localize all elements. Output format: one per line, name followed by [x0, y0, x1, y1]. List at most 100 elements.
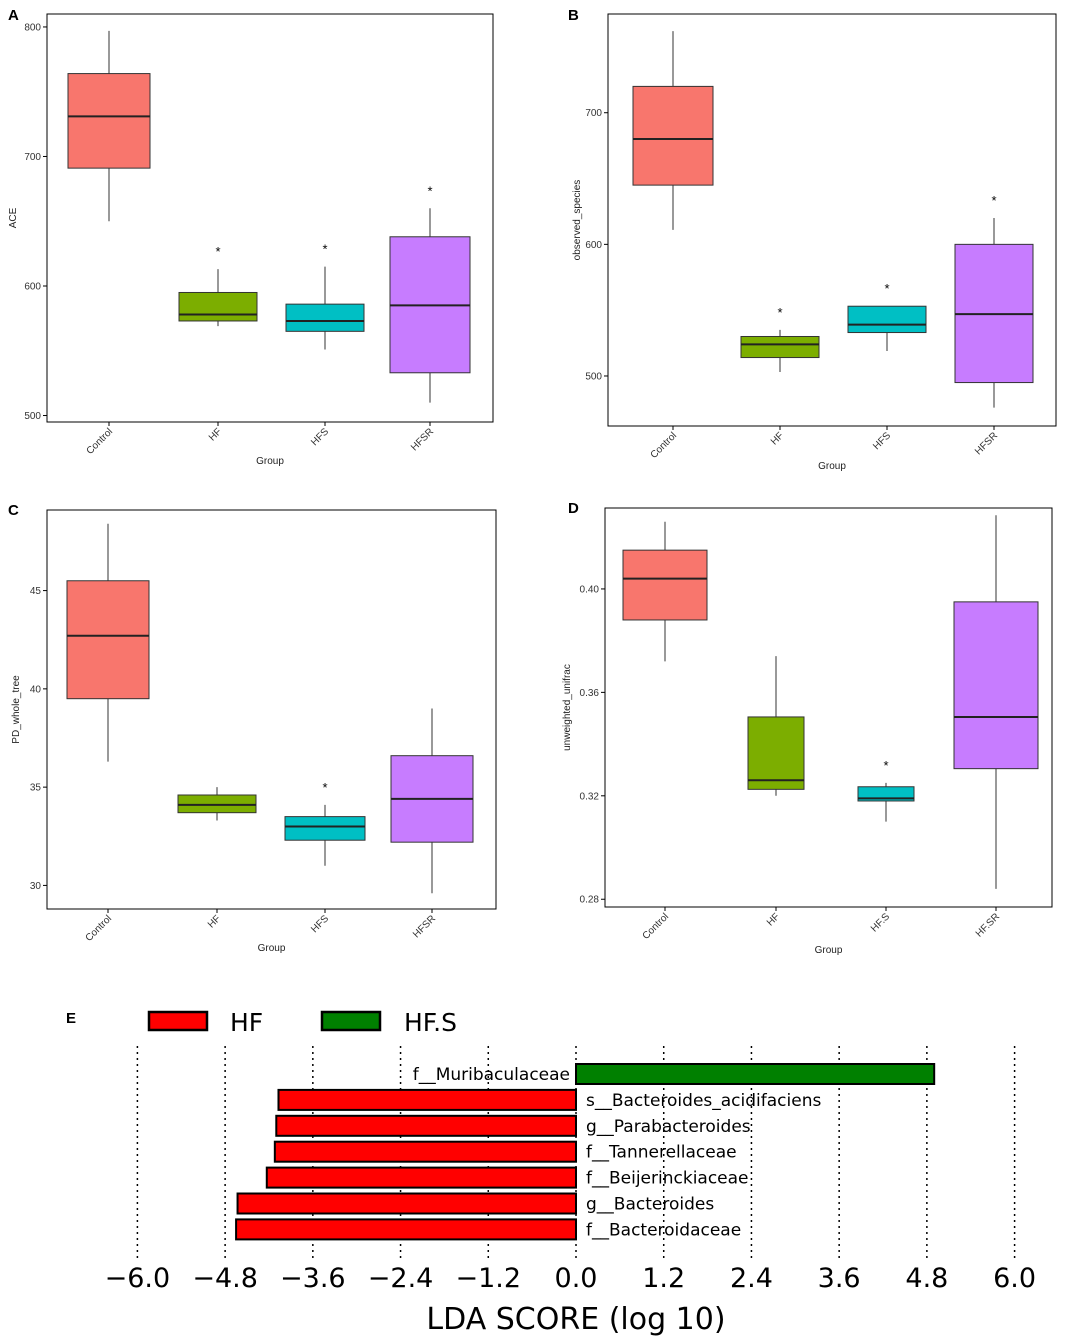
y-axis-title: ACE [8, 207, 19, 228]
box-control [622, 521, 708, 662]
y-tick-label: 800 [24, 22, 41, 33]
y-tick-label: 0.40 [580, 584, 600, 595]
box-hf [747, 656, 805, 796]
box-hf: * [740, 305, 820, 373]
box-hfsr: * [954, 193, 1034, 408]
significance-star: * [427, 183, 432, 198]
x-tick-label: HFSR [973, 430, 1000, 457]
lda-bar [275, 1114, 577, 1137]
lda-bar-label: f__Muribaculaceae [413, 1065, 570, 1085]
x-tick-label: HFS [309, 913, 331, 935]
x-tick-label: −2.4 [368, 1263, 434, 1294]
significance-star: * [322, 780, 327, 795]
boxplot-panel-b: B 500 600 700 observed_species Control HF HFS HF… [568, 7, 1057, 472]
y-tick-label: 700 [585, 108, 602, 119]
x-tick-label: −1.2 [455, 1263, 521, 1294]
x-tick-label: Control [85, 426, 116, 457]
x-axis-title: LDA SCORE (log 10) [426, 1302, 725, 1337]
x-tick-label: HF [769, 430, 786, 447]
x-tick-label: Control [649, 430, 680, 461]
y-tick-label: 0.28 [580, 895, 600, 906]
plot-frame [46, 13, 494, 423]
lda-bar [265, 1166, 577, 1189]
x-tick-label: 6.0 [993, 1263, 1036, 1294]
y-tick-label: 45 [30, 586, 42, 597]
box-iqr [622, 549, 708, 621]
y-tick-label: 500 [585, 371, 602, 382]
lda-panel: E HF HF.S f__Muribaculaceae s__Bacteroides_a… [66, 1008, 1036, 1337]
box-hfs: * [284, 780, 366, 866]
x-tick-label: HF.S [869, 911, 892, 934]
lda-bar-label: g__Bacteroides [586, 1195, 714, 1215]
x-axis-title: Group [815, 945, 843, 956]
x-tick-label: 1.2 [642, 1263, 685, 1294]
panel-letter: A [8, 7, 19, 24]
y-tick-label: 600 [24, 282, 41, 293]
y-tick-label: 0.36 [580, 688, 600, 699]
legend-swatch-hfs [320, 1010, 382, 1032]
y-tick-label: 600 [585, 240, 602, 251]
significance-star: * [322, 242, 327, 257]
significance-star: * [883, 758, 888, 773]
box-hfsr [390, 708, 474, 894]
legend-swatch-hf [147, 1010, 209, 1032]
box-iqr [747, 716, 805, 790]
x-tick-label: −4.8 [192, 1263, 258, 1294]
x-tick-label: 4.8 [905, 1263, 948, 1294]
y-axis-title: unweighted_unifrac [562, 664, 573, 751]
significance-star: * [991, 193, 996, 208]
box-hfsr: * [389, 183, 471, 403]
lda-bar-label: f__Beijerinckiaceae [586, 1169, 749, 1189]
panel-letter: C [8, 502, 19, 519]
lda-bar-label: f__Bacteroidaceae [586, 1220, 741, 1240]
box-hfsr [953, 515, 1039, 889]
x-tick-label: HF [207, 426, 224, 443]
lda-bar-label: s__Bacteroides_acidifaciens [586, 1091, 821, 1111]
boxplot-panel-d: D 0.28 0.32 0.36 0.40 unweighted_unifrac Contr… [562, 500, 1053, 956]
y-tick-label: 35 [30, 783, 42, 794]
lda-bar [235, 1218, 578, 1241]
box-hf [177, 787, 257, 821]
box-iqr [178, 291, 258, 322]
legend-label: HF [230, 1008, 263, 1037]
box-iqr [847, 305, 927, 334]
boxplot-panel-a: A 500 600 700 800 ACE Control HF HFS HFSR Group * * * [8, 7, 494, 467]
x-tick-label: HFS [309, 426, 331, 448]
lda-bar [236, 1192, 577, 1215]
box-hf: * [178, 244, 258, 327]
x-tick-label: HF.SR [974, 911, 1002, 939]
y-tick-label: 700 [24, 152, 41, 163]
box-hfs: * [847, 281, 927, 351]
x-tick-label: HF [765, 911, 782, 928]
box-iqr [67, 73, 151, 169]
x-tick-label: 3.6 [818, 1263, 861, 1294]
legend-label: HF.S [404, 1008, 457, 1037]
box-hfs: * [857, 758, 915, 822]
lda-bar-label: f__Tannerellaceae [586, 1143, 737, 1163]
y-tick-label: 0.32 [580, 791, 600, 802]
x-tick-label: HFSR [411, 913, 438, 940]
lda-bar [575, 1063, 936, 1085]
x-tick-label: Control [84, 913, 115, 944]
x-tick-label: −6.0 [105, 1263, 171, 1294]
box-hfs: * [285, 242, 365, 350]
x-axis-title: Group [818, 461, 846, 472]
plot-frame [604, 507, 1053, 908]
plot-frame [46, 509, 497, 910]
x-tick-label: HF [206, 913, 223, 930]
box-control [66, 523, 150, 762]
box-iqr [953, 601, 1039, 770]
x-tick-label: HFS [871, 430, 893, 452]
boxplot-panel-c: C 30 35 40 45 PD_whole_tree Control HF HFS HFSR Gr… [8, 502, 497, 954]
box-iqr [284, 816, 366, 841]
y-tick-label: 30 [30, 881, 42, 892]
x-axis-title: Group [256, 456, 284, 467]
y-tick-label: 500 [24, 411, 41, 422]
x-tick-label: 0.0 [555, 1263, 598, 1294]
box-control [632, 31, 714, 230]
x-tick-label: HFSR [409, 426, 436, 453]
x-tick-label: Control [641, 911, 672, 942]
panel-letter: E [66, 1010, 76, 1027]
box-iqr [740, 335, 820, 359]
